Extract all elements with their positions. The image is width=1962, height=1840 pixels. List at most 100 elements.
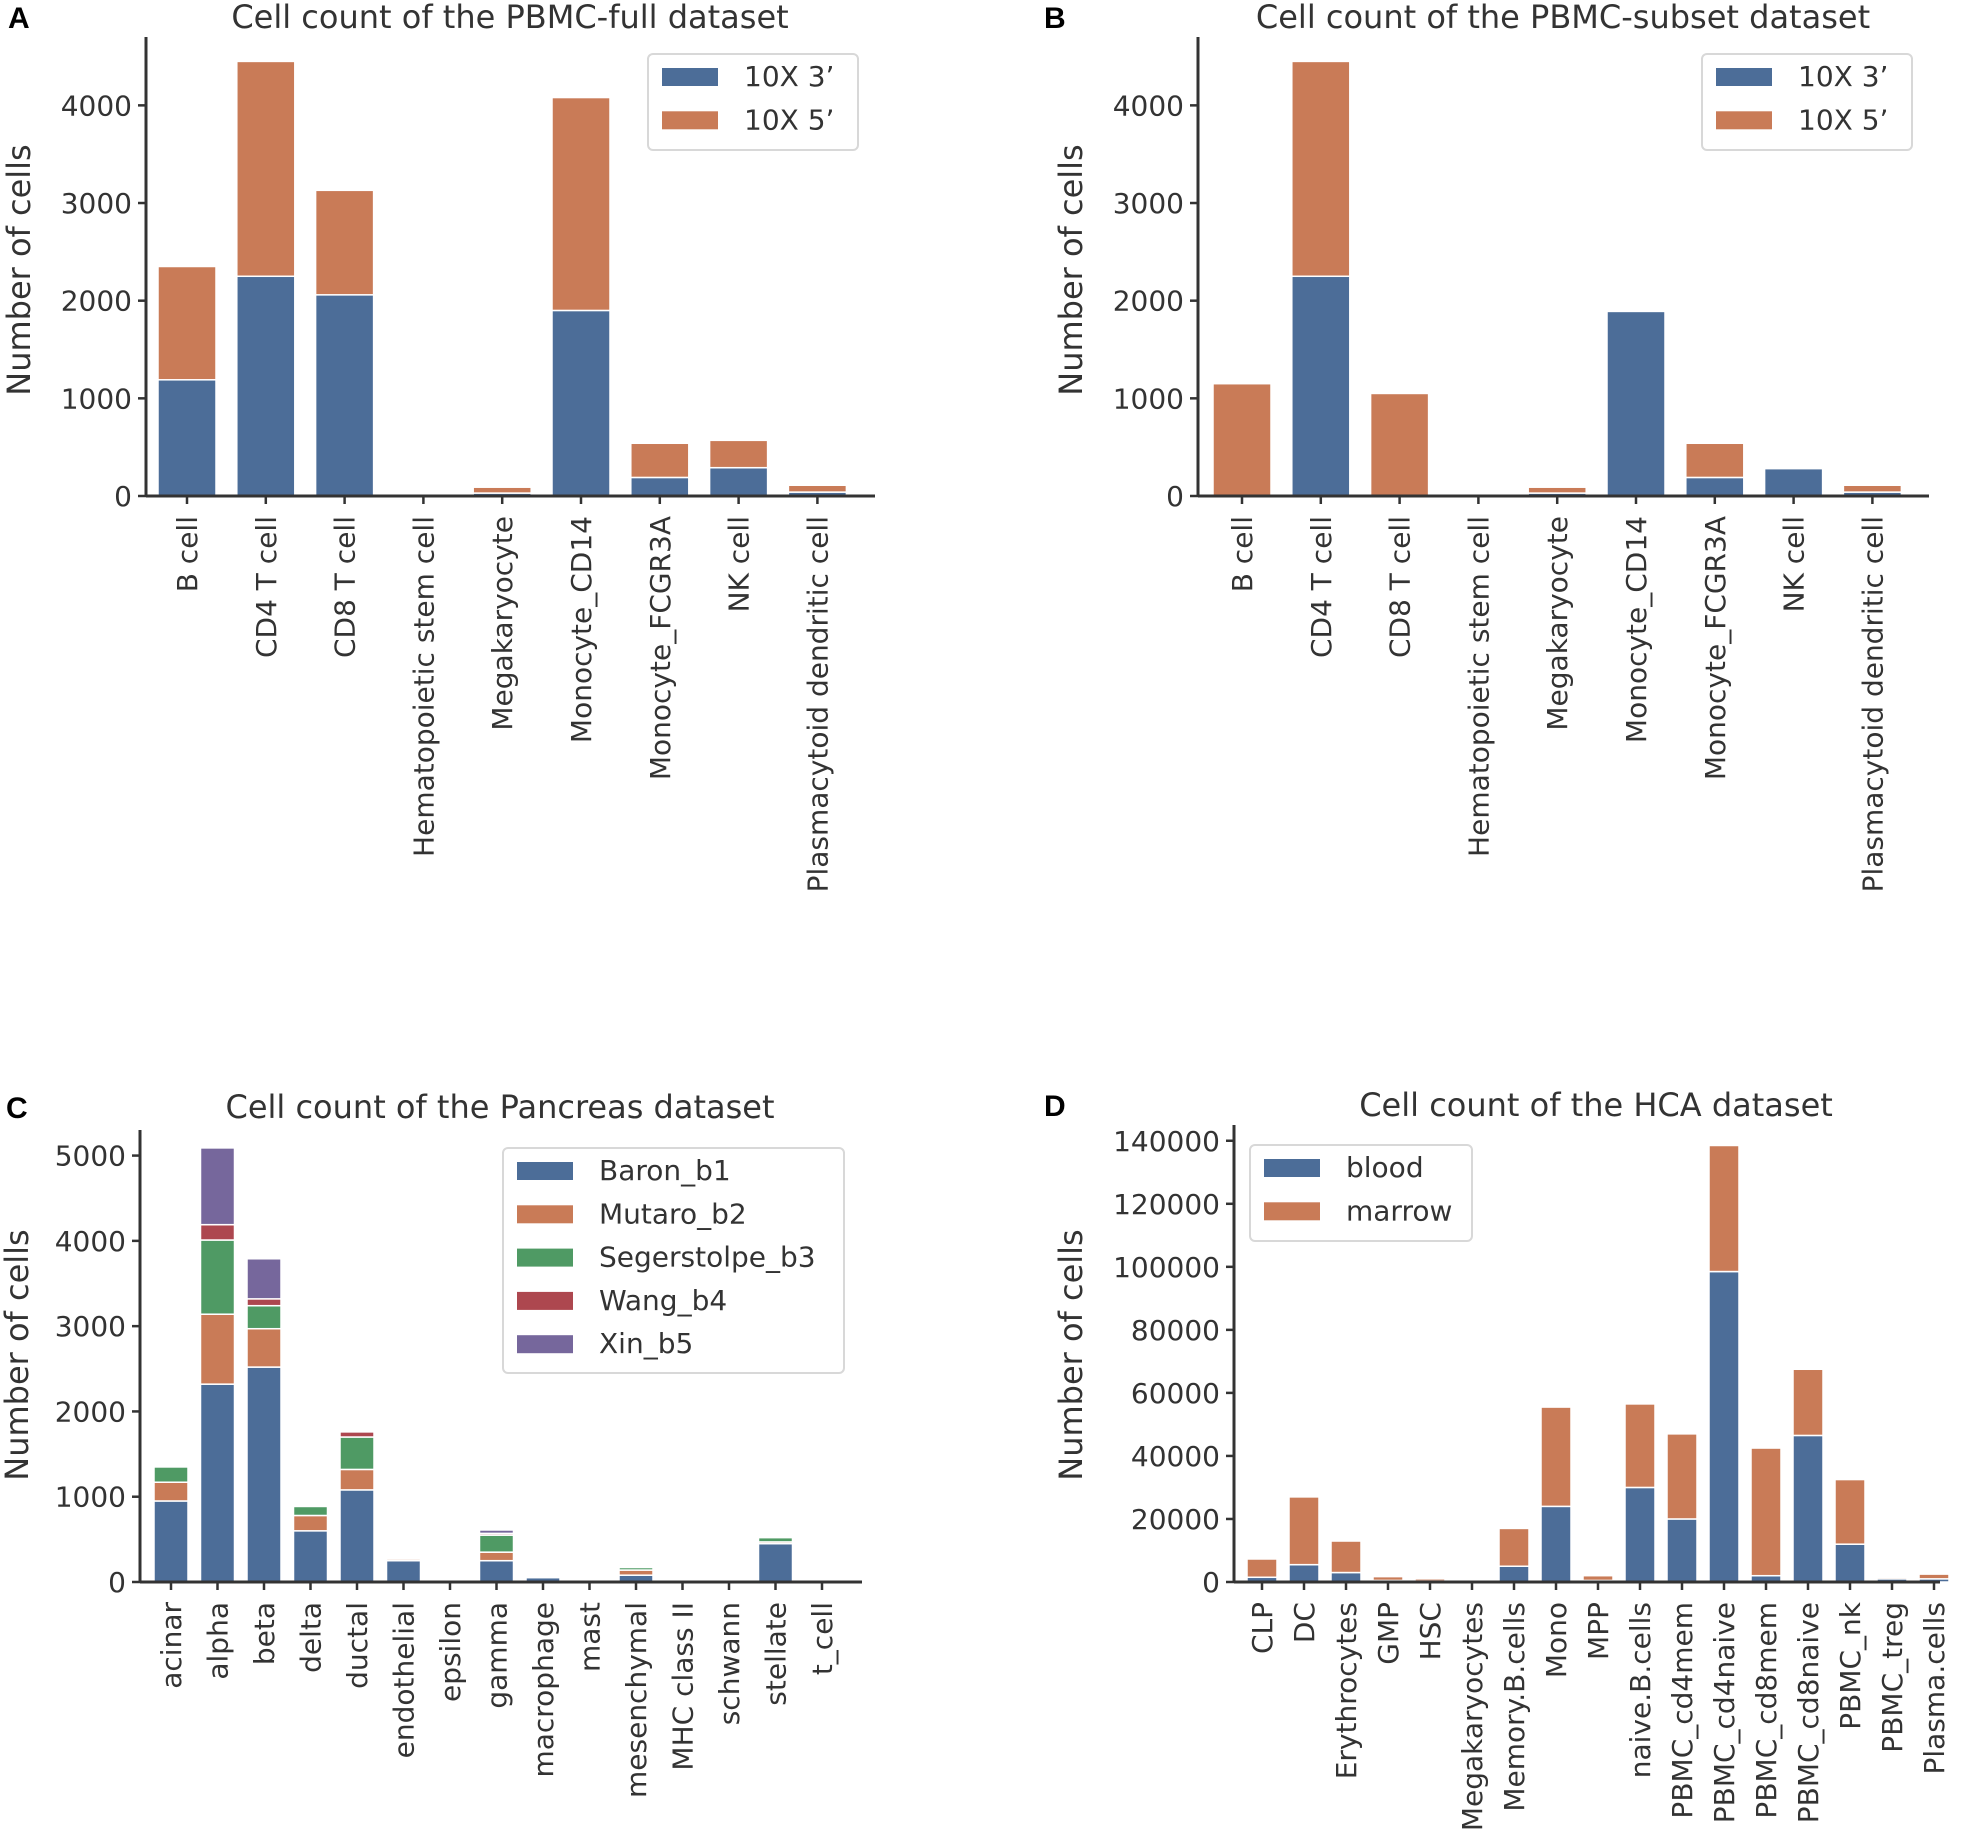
bar-marrow (1624, 1403, 1656, 1489)
bar-segerstolpe-b3 (711, 1578, 747, 1581)
x-tick-label: PBMC_nk (1834, 1601, 1867, 1730)
x-tick-label: mesenchymal (620, 1602, 653, 1798)
x-tick-label: PBMC_cd4naive (1708, 1602, 1741, 1823)
chart-title: Cell count of the Pancreas dataset (225, 1088, 774, 1126)
bar-marrow (1750, 1447, 1782, 1577)
x-tick-label: acinar (155, 1602, 188, 1689)
legend-frame (502, 1147, 845, 1374)
bar-10x-3- (157, 379, 217, 497)
bar-baron-b1 (339, 1489, 375, 1583)
legend: blood marrow (1249, 1144, 1473, 1242)
bar-segerstolpe-b3 (339, 1436, 375, 1471)
bar-blood (1288, 1563, 1320, 1583)
bar-marrow (1876, 1576, 1908, 1580)
x-tick-label: CD4 T cell (250, 516, 283, 658)
y-tick-label: 3000 (61, 187, 132, 220)
x-tick-label: CD4 T cell (1305, 516, 1338, 658)
y-tick-label: 0 (114, 480, 132, 513)
bar-mutaro-b2 (153, 1481, 189, 1502)
bar-marrow (1792, 1368, 1824, 1437)
bar-marrow (1330, 1540, 1362, 1574)
bar-wang-b4 (199, 1223, 236, 1241)
bar-10x-5- (1369, 392, 1430, 497)
bar-marrow (1666, 1433, 1698, 1520)
legend-label: Xin_b5 (599, 1327, 693, 1360)
x-tick-label: Mono (1540, 1602, 1573, 1678)
x-tick-label: gamma (481, 1602, 514, 1709)
x-tick-label: CD8 T cell (1384, 516, 1417, 658)
y-tick-label: 40000 (1131, 1440, 1220, 1473)
bar-10x-5- (1842, 484, 1903, 493)
x-tick-label: MHC class II (667, 1602, 700, 1771)
legend: 10X 3’ 10X 5’ (1701, 53, 1913, 151)
x-tick-label: Memory.B.cells (1498, 1602, 1531, 1812)
x-tick-label: Monocyte_CD14 (565, 516, 598, 743)
y-axis-label: Number of cells (1052, 1229, 1090, 1480)
bar-baron-b1 (246, 1366, 282, 1583)
x-tick-label: MPP (1582, 1602, 1615, 1660)
bar-10x-3- (1685, 476, 1745, 497)
bar-marrow (1498, 1527, 1530, 1567)
legend-label: 10X 3’ (744, 60, 834, 93)
legend-swatch (517, 1291, 573, 1310)
x-tick-label: epsilon (434, 1602, 467, 1702)
bar-10x-5- (1291, 60, 1351, 278)
x-tick-label: Monocyte_FCGR3A (1699, 516, 1732, 780)
bar-mutaro-b2 (292, 1514, 329, 1532)
x-tick-label: Monocyte_FCGR3A (644, 516, 677, 780)
y-axis-label: Number of cells (0, 1229, 36, 1480)
x-tick-label: Megakaryocytes (1456, 1602, 1489, 1831)
x-tick-label: B cell (1226, 516, 1259, 592)
y-tick-label: 60000 (1131, 1377, 1220, 1410)
x-tick-label: macrophage (527, 1602, 560, 1778)
x-tick-label: Erythrocytes (1330, 1602, 1363, 1779)
x-tick-label: stellate (760, 1602, 793, 1706)
bar-mutaro-b2 (199, 1313, 236, 1385)
bar-baron-b1 (478, 1559, 515, 1583)
bar-marrow (1372, 1575, 1404, 1582)
y-tick-label: 120000 (1113, 1188, 1220, 1221)
bar-marrow (1288, 1496, 1320, 1566)
bar-baron-b1 (385, 1559, 422, 1583)
bar-10x-5- (708, 439, 769, 469)
legend-swatch (1716, 111, 1772, 130)
y-tick-label: 100000 (1113, 1251, 1220, 1284)
bar-blood (1708, 1270, 1740, 1583)
bar-segerstolpe-b3 (757, 1536, 794, 1543)
y-axis-label: Number of cells (0, 144, 38, 395)
legend-swatch (1264, 1159, 1320, 1177)
bar-blood (1834, 1543, 1866, 1583)
legend-label: 10X 5’ (1798, 103, 1888, 136)
bar-segerstolpe-b3 (199, 1239, 236, 1315)
x-tick-label: schwann (713, 1602, 746, 1725)
bar-xin-b5 (199, 1147, 236, 1226)
bar-10x-5- (787, 484, 848, 493)
legend-label: 10X 3’ (1798, 60, 1888, 93)
y-tick-label: 0 (1166, 480, 1184, 513)
bar-blood (1498, 1565, 1530, 1583)
x-tick-label: HSC (1414, 1602, 1447, 1660)
bar-10x-5- (314, 189, 375, 296)
y-tick-label: 20000 (1131, 1503, 1220, 1536)
bar-marrow (1708, 1144, 1740, 1273)
x-tick-label: Monocyte_CD14 (1620, 516, 1653, 743)
panel-letter: C (6, 1092, 28, 1125)
bar-10x-3- (551, 309, 611, 497)
x-tick-label: NK cell (1778, 516, 1811, 612)
bar-10x-3- (236, 275, 296, 497)
legend: Baron_b1 Mutaro_b2 Segerstolpe_b3 Wang_b4 Xi… (502, 1147, 845, 1374)
bar-segerstolpe-b3 (478, 1534, 515, 1553)
bar-10x-5- (1212, 382, 1272, 497)
bar-10x-5- (630, 442, 690, 479)
bar-10x-5- (1685, 442, 1745, 479)
bar-marrow (1918, 1573, 1950, 1580)
bar-blood (1792, 1434, 1824, 1583)
bar-segerstolpe-b3 (525, 1576, 561, 1579)
legend-label: Wang_b4 (599, 1284, 727, 1317)
bar-baron-b1 (757, 1542, 794, 1583)
x-tick-label: PBMC_treg (1876, 1602, 1909, 1753)
x-tick-label: delta (295, 1602, 328, 1673)
x-tick-label: alpha (202, 1602, 235, 1680)
x-tick-label: PBMC_cd4mem (1666, 1602, 1699, 1819)
